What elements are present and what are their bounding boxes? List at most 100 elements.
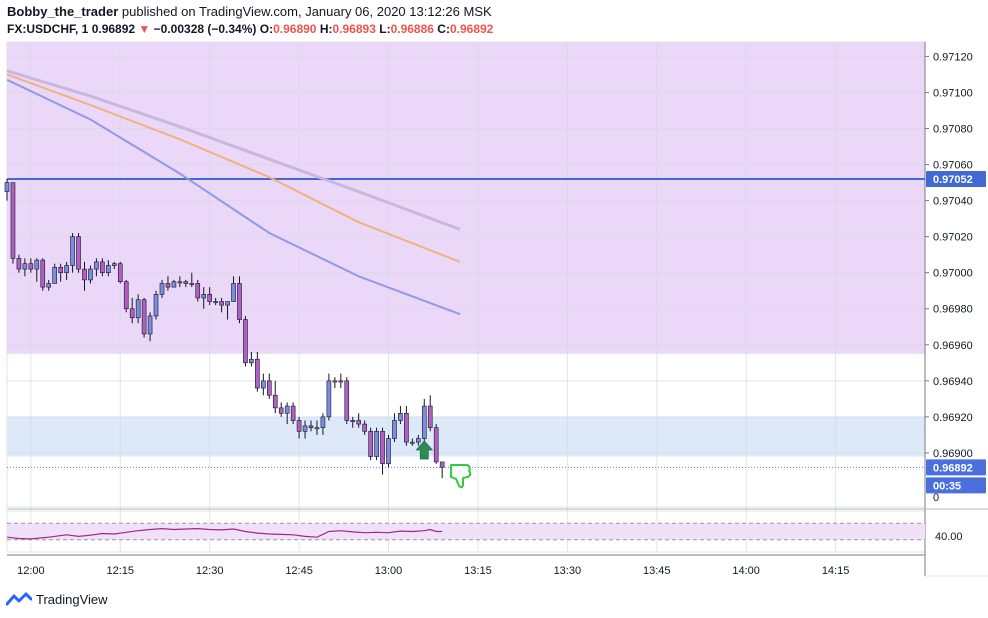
change-arrow-icon: ▼ bbox=[138, 22, 151, 36]
candle-body[interactable] bbox=[308, 425, 314, 428]
rsi-line bbox=[6, 527, 443, 540]
moving-average-blue bbox=[6, 78, 461, 316]
candle-body[interactable] bbox=[421, 405, 427, 439]
candle-body[interactable] bbox=[16, 257, 22, 270]
candle-body[interactable] bbox=[88, 268, 93, 281]
candle-body[interactable] bbox=[255, 358, 260, 389]
candle-body[interactable] bbox=[40, 259, 46, 288]
candle-body[interactable] bbox=[46, 283, 52, 288]
candle-body[interactable] bbox=[243, 319, 248, 364]
time-tick-label: 12:00 bbox=[17, 565, 45, 577]
candle-body[interactable] bbox=[296, 420, 302, 432]
candle-body[interactable] bbox=[278, 407, 284, 414]
ohlc-legend: FX:USDCHF, 1 0.96892 ▼ −0.00328 (−0.34%)… bbox=[7, 22, 493, 36]
candle-body[interactable] bbox=[404, 412, 409, 443]
candle-body[interactable] bbox=[416, 438, 421, 443]
candle-body[interactable] bbox=[58, 266, 63, 273]
moving-average-light bbox=[6, 69, 461, 231]
candle-body[interactable] bbox=[272, 394, 278, 409]
candle-body[interactable] bbox=[28, 263, 34, 270]
time-tick-label: 13:45 bbox=[643, 565, 671, 577]
candle-body[interactable] bbox=[344, 380, 350, 421]
candle-body[interactable] bbox=[231, 283, 236, 302]
candle-body[interactable] bbox=[326, 380, 332, 418]
candle-body[interactable] bbox=[213, 301, 218, 304]
candle-body[interactable] bbox=[123, 281, 129, 310]
candle-body[interactable] bbox=[111, 263, 117, 266]
candle-body[interactable] bbox=[284, 405, 290, 414]
price-tick-label: 0.97120 bbox=[933, 51, 973, 63]
candle-body[interactable] bbox=[165, 283, 171, 288]
candle-body[interactable] bbox=[153, 294, 159, 317]
candle-body[interactable] bbox=[189, 283, 195, 286]
candle-body[interactable] bbox=[141, 299, 147, 335]
candle-body[interactable] bbox=[4, 182, 10, 192]
candle-body[interactable] bbox=[34, 259, 40, 270]
price-tick-label: 0.96940 bbox=[933, 376, 973, 388]
candle-body[interactable] bbox=[207, 294, 212, 302]
candle-body[interactable] bbox=[129, 308, 135, 319]
time-tick-label: 14:15 bbox=[822, 565, 850, 577]
footer-branding[interactable]: TradingView bbox=[6, 591, 108, 607]
candle-body[interactable] bbox=[94, 261, 99, 270]
time-tick-label: 14:00 bbox=[732, 565, 760, 577]
candle-body[interactable] bbox=[147, 315, 153, 335]
candle-body[interactable] bbox=[410, 441, 415, 444]
candle-body[interactable] bbox=[135, 299, 141, 319]
candle-body[interactable] bbox=[249, 358, 254, 364]
candle-body[interactable] bbox=[398, 412, 403, 421]
author-name[interactable]: Bobby_the_trader bbox=[7, 4, 119, 19]
arrow-up-icon[interactable] bbox=[415, 440, 434, 460]
price-chart[interactable]: 12:00 12:15 12:30 12:45 13:00 13:15 13:30 13:45… bbox=[0, 0, 988, 590]
candle-body[interactable] bbox=[237, 283, 242, 320]
candle-body[interactable] bbox=[177, 281, 183, 284]
candle-body[interactable] bbox=[183, 281, 189, 284]
candle-body[interactable] bbox=[64, 265, 69, 273]
candle-body[interactable] bbox=[225, 301, 230, 306]
candle-body[interactable] bbox=[100, 261, 105, 273]
candle-body[interactable] bbox=[266, 380, 272, 396]
candle-body[interactable] bbox=[70, 236, 75, 266]
candle-body[interactable] bbox=[439, 461, 445, 468]
close-label: C: bbox=[437, 22, 450, 36]
price-tick-label: 0.97040 bbox=[933, 196, 973, 208]
candle-body[interactable] bbox=[106, 265, 111, 273]
candle-body[interactable] bbox=[380, 431, 385, 465]
candle-body[interactable] bbox=[117, 263, 123, 283]
symbol-label[interactable]: FX:USDCHF, 1 bbox=[7, 22, 89, 36]
candle-body[interactable] bbox=[362, 423, 367, 432]
candle-body[interactable] bbox=[368, 431, 373, 457]
candle-body[interactable] bbox=[290, 405, 296, 421]
candle-body[interactable] bbox=[82, 268, 87, 281]
candle-body[interactable] bbox=[219, 301, 224, 306]
candle-body[interactable] bbox=[52, 266, 57, 284]
candle-body[interactable] bbox=[171, 281, 177, 288]
candle-body[interactable] bbox=[195, 283, 201, 299]
candle-body[interactable] bbox=[320, 416, 326, 428]
candle-body[interactable] bbox=[314, 427, 320, 430]
candle-body[interactable] bbox=[302, 425, 308, 432]
footer-brand-text: TradingView bbox=[36, 591, 108, 607]
candle-body[interactable] bbox=[159, 283, 165, 295]
candle-body[interactable] bbox=[433, 427, 439, 463]
candle-body[interactable] bbox=[22, 263, 28, 270]
price-tick-label: 0.96900 bbox=[933, 448, 973, 460]
candle-body[interactable] bbox=[427, 405, 433, 428]
candle-body[interactable] bbox=[201, 294, 207, 299]
published-text: published on TradingView.com, January 06… bbox=[121, 4, 492, 19]
candle-body[interactable] bbox=[356, 420, 362, 425]
candle-body[interactable] bbox=[374, 431, 379, 457]
candle-body[interactable] bbox=[386, 438, 391, 465]
thumb-down-icon[interactable] bbox=[450, 463, 472, 489]
candle-body[interactable] bbox=[392, 420, 397, 439]
candle-body[interactable] bbox=[261, 380, 266, 389]
candle-body[interactable] bbox=[10, 182, 16, 259]
level-price-label-bg bbox=[926, 170, 986, 187]
candle-body[interactable] bbox=[338, 380, 344, 383]
candle-body[interactable] bbox=[332, 380, 338, 383]
candle-body[interactable] bbox=[350, 420, 356, 422]
candle-body[interactable] bbox=[76, 236, 81, 270]
time-tick-label: 12:15 bbox=[106, 565, 134, 577]
price-tick-label: 0 bbox=[933, 492, 939, 504]
